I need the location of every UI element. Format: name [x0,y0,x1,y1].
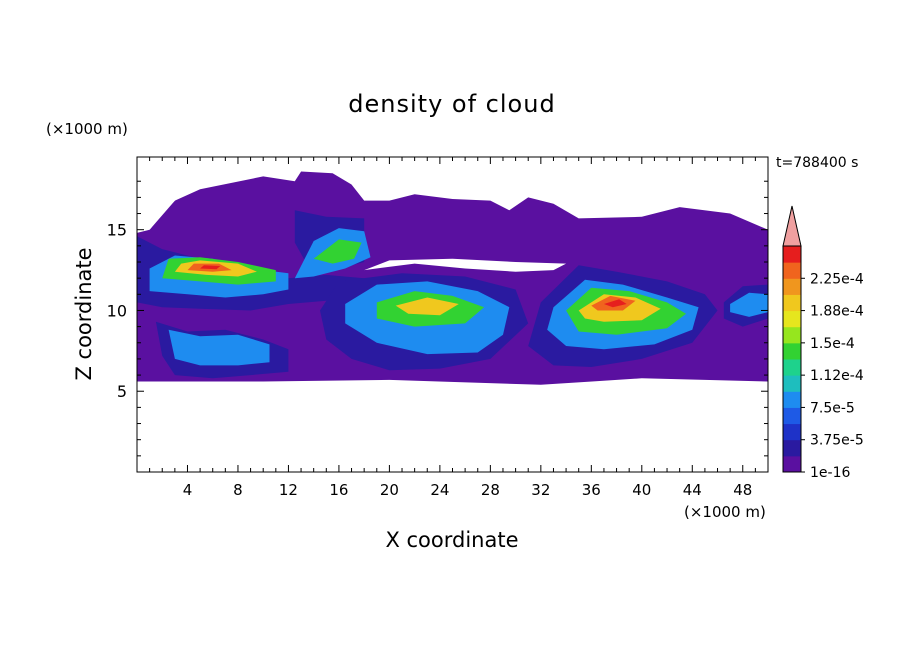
colorbar-segment [783,246,801,263]
x-axis-unit-label: (×1000 m) [684,503,766,521]
colorbar-label: 2.25e-4 [810,271,864,287]
colorbar-label: 1e-16 [810,465,850,481]
y-axis-label: Z coordinate [72,247,96,380]
contour-region-22 [603,299,627,308]
colorbar-label: 1.5e-4 [810,336,855,352]
colorbar-segment [783,439,801,457]
x-tick-label: 32 [531,481,550,499]
colorbar-segment [783,407,801,425]
colorbar-segment [783,278,801,295]
y-axis-ticks: 5 10 15 [107,180,768,457]
x-tick-label: 40 [632,481,651,499]
contour-region-17 [395,297,459,316]
colorbar-label: 7.5e-5 [810,400,855,416]
colorbar-extend-triangle [782,205,802,247]
colorbar-segment [783,326,801,344]
x-tick-label: 12 [279,481,298,499]
colorbar-segment [783,359,801,376]
colorbar-label: 1.12e-4 [810,368,864,384]
colorbar-segment [783,391,801,408]
colorbar-segment [783,455,801,473]
x-tick-label: 48 [733,481,752,499]
colorbar-segment [783,375,801,392]
x-axis-label: X coordinate [385,528,518,552]
y-tick-label: 10 [107,301,127,320]
contour-region-7 [168,329,270,366]
colorbar-segment [783,294,801,312]
contour-regions [137,171,768,385]
x-tick-label: 44 [683,481,702,499]
x-tick-label: 16 [329,481,348,499]
cloud-gap-2 [591,208,655,216]
chart-title: density of cloud [348,90,555,118]
colorbar-segment [783,342,801,360]
colorbar-legend: 1e-16 3.75e-5 7.5e-5 1.12e-4 1.5e-4 1.88e-4 2.… [782,205,864,481]
colorbar-frame [782,245,802,473]
colorbar-label: 3.75e-5 [810,433,864,449]
cloud-gap-0 [364,258,567,272]
y-axis-unit-label: (×1000 m) [46,120,128,138]
x-tick-label: 28 [481,481,500,499]
x-tick-label: 8 [233,481,243,499]
x-tick-label: 4 [183,481,193,499]
colorbar-segment [783,423,801,441]
contour-region-15 [313,239,362,264]
colorbar-label: 1.88e-4 [810,304,864,320]
x-tick-label: 24 [430,481,449,499]
x-tick-label: 36 [582,481,601,499]
y-tick-label: 15 [107,221,127,240]
contour-region-21 [200,265,221,270]
colorbar-segment [783,262,801,279]
y-tick-label: 5 [117,382,127,401]
contour-region-11 [730,292,768,317]
x-tick-label: 20 [380,481,399,499]
colorbar-segment [783,310,801,328]
x-axis-ticks: 4 8 12 16 20 24 28 32 36 40 44 48 [149,157,756,499]
time-label: t=788400 s [776,155,858,171]
